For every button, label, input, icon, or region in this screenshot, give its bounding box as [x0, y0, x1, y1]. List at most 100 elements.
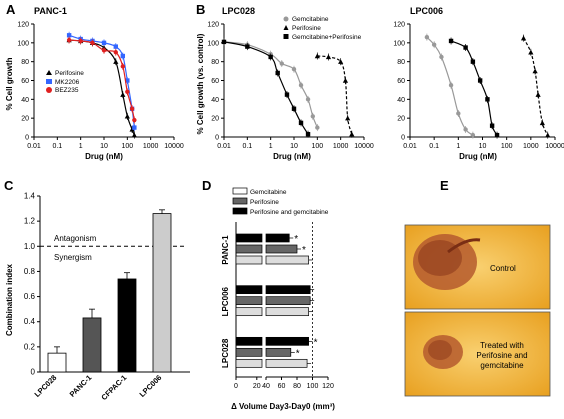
bar-segment-right	[265, 336, 309, 346]
x-tick-label: 40	[262, 383, 270, 390]
y-tick-label: 0	[31, 368, 36, 377]
legend-triangle-marker	[283, 25, 289, 30]
data-point	[310, 114, 316, 119]
data-point	[101, 40, 107, 46]
data-point	[532, 68, 538, 74]
data-point	[338, 59, 344, 64]
data-point	[132, 125, 137, 130]
group-label: PANC-1	[221, 235, 230, 265]
data-point	[298, 83, 304, 88]
legend-swatch-black	[232, 207, 248, 215]
bar-segment-right	[265, 347, 292, 357]
data-point	[284, 92, 290, 97]
legend-perifosine: Perifosine	[250, 199, 279, 206]
bar-segment-left	[235, 244, 263, 254]
y-tick-label: 60	[21, 78, 29, 85]
panel-c-letter: C	[4, 178, 14, 193]
y-tick-label: 100	[393, 40, 405, 47]
data-point	[463, 45, 468, 50]
data-point	[545, 132, 551, 138]
bar-segment-left	[235, 347, 263, 357]
x-tick-label: 0.1	[429, 143, 439, 150]
x-tick-label: 120	[322, 383, 334, 390]
y-tick-label: 40	[21, 97, 29, 104]
data-point	[291, 106, 297, 111]
x-tick-label: 10000	[354, 143, 374, 150]
y-tick-label: 0	[25, 135, 29, 142]
x-tick-label: 1	[456, 143, 460, 150]
group-label: LPC028	[221, 338, 230, 368]
legend-mk2206: MK2206	[55, 79, 80, 86]
data-point	[489, 123, 495, 128]
data-point	[120, 92, 126, 97]
y-tick-label: 60	[397, 78, 405, 85]
data-point	[477, 78, 483, 83]
legend-perifosine: Perifosine	[55, 70, 84, 77]
legend-combination: Gemcitabine+Perifosine	[292, 34, 362, 41]
data-point	[528, 49, 534, 55]
category-label: LPC028	[33, 373, 59, 399]
y-tick-label: 1.2	[24, 217, 36, 226]
x-tick-label: 0.1	[242, 143, 252, 150]
data-point	[125, 89, 130, 95]
x-tick-label: 80	[293, 383, 301, 390]
x-tick-label: 0.01	[403, 143, 417, 150]
data-point	[78, 38, 83, 44]
category-label: CFPAC-1	[99, 373, 128, 402]
legend-perifosine: Perifosine	[292, 25, 321, 32]
y-tick-label: 80	[397, 59, 405, 66]
data-point	[305, 97, 311, 102]
antagonism-label: Antagonism	[54, 234, 97, 243]
x-tick-label: 0.01	[217, 143, 231, 150]
bar-segment-right	[265, 285, 311, 295]
data-point	[448, 38, 454, 44]
panel-c-axes: 0 0.2 0.4 0.6 0.8 1.0 1.2 1.4 LPC028 PANC-1 CFPAC-…	[24, 192, 190, 402]
x-tick-label: 10	[100, 143, 108, 150]
data-point	[120, 64, 126, 69]
panel-d-legend: Gemcitabine Perifosine Perifosine and ge…	[232, 187, 329, 216]
panel-d-axes: 0 20 40 60 80 100 120 * * PANC-1 LPC006 * * LPC028	[221, 222, 334, 390]
panel-e: E Control Treated with Perifosine and ge…	[404, 178, 551, 397]
x-tick-label: 10	[479, 143, 487, 150]
legend-gemcitabine: Gemcitabine	[292, 16, 329, 23]
data-point	[349, 131, 355, 137]
legend-bez235: BEZ235	[55, 87, 79, 94]
y-tick-label: 100	[17, 40, 29, 47]
x-tick-label: 100	[121, 143, 133, 150]
data-point	[66, 33, 72, 38]
synergism-label: Synergism	[54, 253, 92, 262]
x-tick-label: 100	[311, 143, 323, 150]
panel-c-ylabel: Combination index	[5, 263, 14, 336]
data-point	[275, 70, 280, 76]
legend-swatch-gray	[232, 197, 248, 205]
category-label: PANC-1	[68, 373, 94, 399]
y-tick-label: 20	[397, 116, 405, 123]
y-tick-label: 80	[211, 59, 219, 66]
bar-segment-left	[235, 296, 263, 306]
y-tick-label: 120	[207, 22, 219, 29]
x-tick-label: 0.1	[52, 143, 62, 150]
legend-square-marker	[283, 34, 289, 39]
data-point	[298, 120, 304, 126]
significance-star: *	[296, 348, 300, 359]
bar	[47, 352, 67, 373]
label-treated-line-1: Treated with	[480, 341, 524, 350]
data-point	[424, 34, 430, 40]
panel-b1-title: LPC028	[222, 6, 255, 16]
bar	[152, 213, 172, 373]
data-point	[132, 117, 137, 123]
bar-segment-right	[265, 244, 298, 254]
data-point	[448, 83, 454, 88]
x-tick-label: 0	[234, 383, 238, 390]
series-line	[223, 41, 309, 135]
bar-segment-left	[235, 358, 263, 368]
x-tick-label: 1000	[523, 143, 539, 150]
bar-segment-right	[265, 255, 309, 265]
data-point	[131, 132, 137, 138]
panel-c: C 0 0.2 0.4 0.6 0.8 1.0 1.2 1.4 LPC028 PANC-1 CFPA…	[4, 178, 190, 402]
data-point	[129, 106, 135, 111]
data-point	[291, 67, 297, 72]
panel-b-lpc006: LPC006 0 20 40 60 80 100 120 0.01 0.1 1 10 100 1000 1…	[393, 6, 564, 161]
y-tick-label: 0.2	[24, 342, 36, 351]
